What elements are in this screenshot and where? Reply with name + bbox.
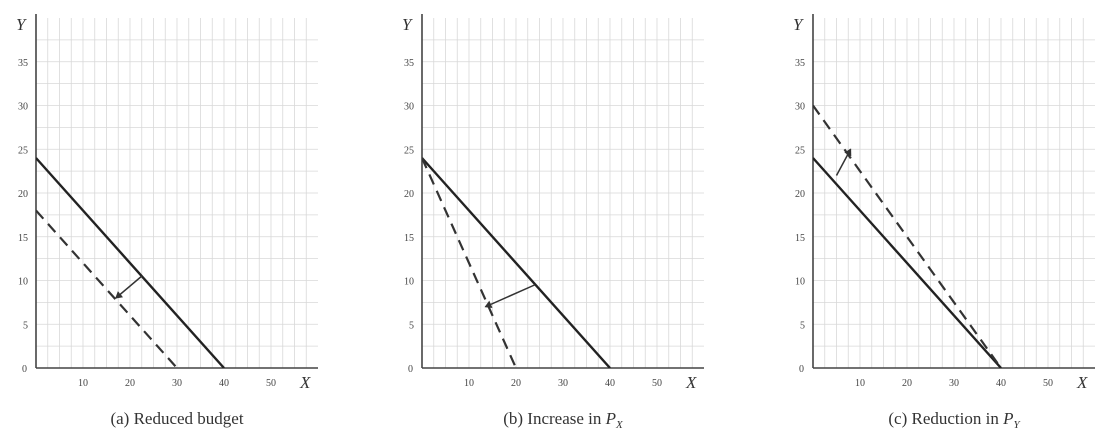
panel-caption: (b) Increase in PX xyxy=(503,409,624,431)
y-axis-title: Y xyxy=(16,15,27,34)
panel-caption: (c) Reduction in PY xyxy=(888,409,1021,431)
new-budget-line-dashed xyxy=(422,157,518,368)
caption-text: Reduced budget xyxy=(134,409,244,428)
x-tick-label: 30 xyxy=(172,378,182,389)
caption-text: Increase in xyxy=(527,409,605,428)
y-tick-label: 25 xyxy=(18,145,28,156)
x-tick-label: 20 xyxy=(902,378,912,389)
chart-panel-1: Y X 0 10 20 30 40 50 5 10 15 20 25 30 35 (a) Reduced bu… xyxy=(16,14,318,428)
caption-subscript: Y xyxy=(1014,419,1022,431)
y-tick-label: 30 xyxy=(795,102,805,113)
panel-caption: (a) Reduced budget xyxy=(110,409,243,428)
caption-label: (a) xyxy=(110,409,133,428)
y-tick-label: 30 xyxy=(404,102,414,113)
y-tick-label: 20 xyxy=(795,189,805,200)
y-axis-title: Y xyxy=(402,15,413,34)
x-tick-label: 50 xyxy=(266,378,276,389)
caption-symbol: P xyxy=(1002,409,1013,428)
caption-subscript: X xyxy=(615,419,624,431)
y-tick-label: 5 xyxy=(800,320,805,331)
x-tick-label: 20 xyxy=(511,378,521,389)
grid xyxy=(422,18,704,368)
x-axis-title: X xyxy=(685,373,697,392)
x-tick-label: 10 xyxy=(464,378,474,389)
y-tick-label: 20 xyxy=(404,189,414,200)
y-tick-label: 25 xyxy=(795,145,805,156)
y-tick-label: 30 xyxy=(18,102,28,113)
caption-label: (b) xyxy=(503,409,527,428)
chart-panel-2: Y X 0 10 20 30 40 50 5 10 15 20 25 30 35 (b) Increase i… xyxy=(402,14,704,431)
grid xyxy=(813,18,1095,368)
shift-arrow xyxy=(484,284,536,308)
original-budget-line-solid xyxy=(36,157,225,368)
origin-tick-label: 0 xyxy=(799,364,804,375)
x-tick-label: 40 xyxy=(996,378,1006,389)
x-tick-label: 40 xyxy=(605,378,615,389)
x-tick-label: 30 xyxy=(949,378,959,389)
x-tick-label: 40 xyxy=(219,378,229,389)
y-tick-label: 10 xyxy=(18,277,28,288)
y-tick-label: 35 xyxy=(795,58,805,69)
x-tick-label: 10 xyxy=(78,378,88,389)
y-tick-label: 5 xyxy=(23,320,28,331)
shift-arrow xyxy=(835,148,852,176)
y-tick-label: 35 xyxy=(404,58,414,69)
shift-arrow xyxy=(115,275,143,299)
grid xyxy=(36,18,318,368)
y-tick-label: 15 xyxy=(18,233,28,244)
y-axis-title: Y xyxy=(793,15,804,34)
caption-text: Reduction in xyxy=(912,409,1004,428)
origin-tick-label: 0 xyxy=(408,364,413,375)
caption-label: (c) xyxy=(888,409,911,428)
origin-tick-label: 0 xyxy=(22,364,27,375)
x-tick-label: 10 xyxy=(855,378,865,389)
y-tick-label: 10 xyxy=(404,277,414,288)
y-tick-label: 35 xyxy=(18,58,28,69)
original-budget-line-solid xyxy=(422,157,611,368)
original-budget-line-solid xyxy=(813,157,1002,368)
y-tick-label: 15 xyxy=(795,233,805,244)
x-axis-title: X xyxy=(1076,373,1088,392)
y-tick-label: 5 xyxy=(409,320,414,331)
caption-symbol: P xyxy=(605,409,616,428)
y-tick-label: 20 xyxy=(18,189,28,200)
x-tick-label: 30 xyxy=(558,378,568,389)
y-tick-label: 25 xyxy=(404,145,414,156)
chart-panel-3: Y X 0 10 20 30 40 50 5 10 15 20 25 30 35 (c) Reduction … xyxy=(793,14,1095,431)
x-tick-label: 50 xyxy=(1043,378,1053,389)
y-tick-label: 15 xyxy=(404,233,414,244)
y-tick-label: 10 xyxy=(795,277,805,288)
x-tick-label: 50 xyxy=(652,378,662,389)
x-tick-label: 20 xyxy=(125,378,135,389)
x-axis-title: X xyxy=(299,373,311,392)
